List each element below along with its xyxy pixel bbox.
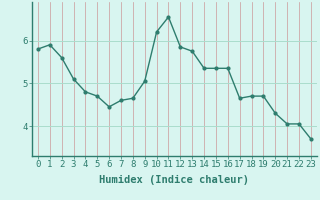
X-axis label: Humidex (Indice chaleur): Humidex (Indice chaleur) [100,175,249,185]
